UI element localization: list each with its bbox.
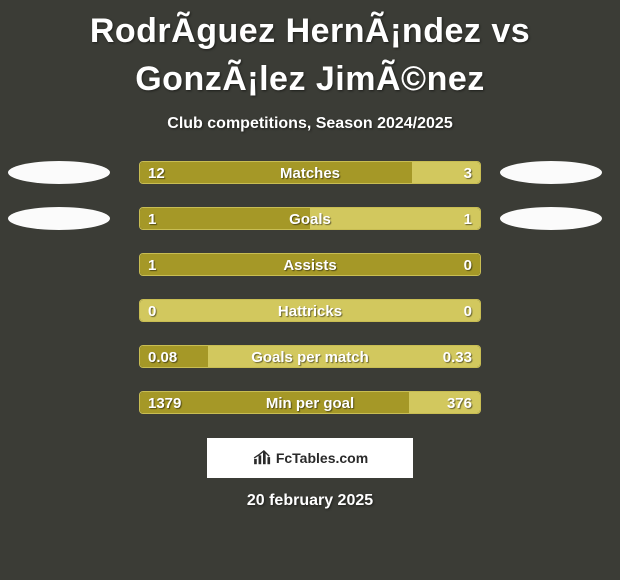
stat-bar: Goals1 1 (139, 207, 481, 230)
player-b-badge (500, 207, 602, 230)
attribution-badge: FcTables.com (207, 438, 413, 478)
stat-value-a: 1 (148, 208, 156, 230)
stat-value-b: 0.33 (443, 346, 472, 368)
player-b-badge (500, 161, 602, 184)
stat-bar: Assists1 0 (139, 253, 481, 276)
stat-row: Goals1 1 (0, 207, 620, 230)
stat-value-b: 376 (447, 392, 472, 414)
stat-value-a: 0 (148, 300, 156, 322)
stat-value-b: 0 (464, 254, 472, 276)
player-a-badge (8, 161, 110, 184)
stat-label: Goals (140, 208, 480, 230)
stat-label: Assists (140, 254, 480, 276)
stat-value-a: 1 (148, 254, 156, 276)
date-label: 20 february 2025 (0, 492, 620, 510)
stat-rows: Matches123Goals11Assists10Hattricks00Goa… (0, 161, 620, 414)
subtitle: Club competitions, Season 2024/2025 (0, 115, 620, 133)
stat-row: Min per goal1379 376 (0, 391, 620, 414)
player-a-badge (8, 207, 110, 230)
stat-row: Assists1 0 (0, 253, 620, 276)
stat-value-a: 12 (148, 162, 165, 184)
stat-value-a: 1379 (148, 392, 181, 414)
stat-value-a: 0.08 (148, 346, 177, 368)
stat-row: Matches12 3 (0, 161, 620, 184)
comparison-card: RodrÃ­guez HernÃ¡ndez vs GonzÃ¡lez JimÃ©… (0, 0, 620, 580)
stat-row: Goals per match0.08 0.33 (0, 345, 620, 368)
stat-value-b: 1 (464, 208, 472, 230)
stat-label: Min per goal (140, 392, 480, 414)
page-title: RodrÃ­guez HernÃ¡ndez vs GonzÃ¡lez JimÃ©… (0, 8, 620, 103)
stat-label: Matches (140, 162, 480, 184)
stat-value-b: 3 (464, 162, 472, 184)
stat-bar: Hattricks0 0 (139, 299, 481, 322)
bar-chart-icon (252, 450, 274, 466)
stat-label: Goals per match (140, 346, 480, 368)
stat-value-b: 0 (464, 300, 472, 322)
stat-bar: Goals per match0.08 0.33 (139, 345, 481, 368)
stat-row: Hattricks0 0 (0, 299, 620, 322)
stat-bar: Min per goal1379 376 (139, 391, 481, 414)
attribution-text: FcTables.com (276, 450, 368, 466)
stat-label: Hattricks (140, 300, 480, 322)
stat-bar: Matches12 3 (139, 161, 481, 184)
